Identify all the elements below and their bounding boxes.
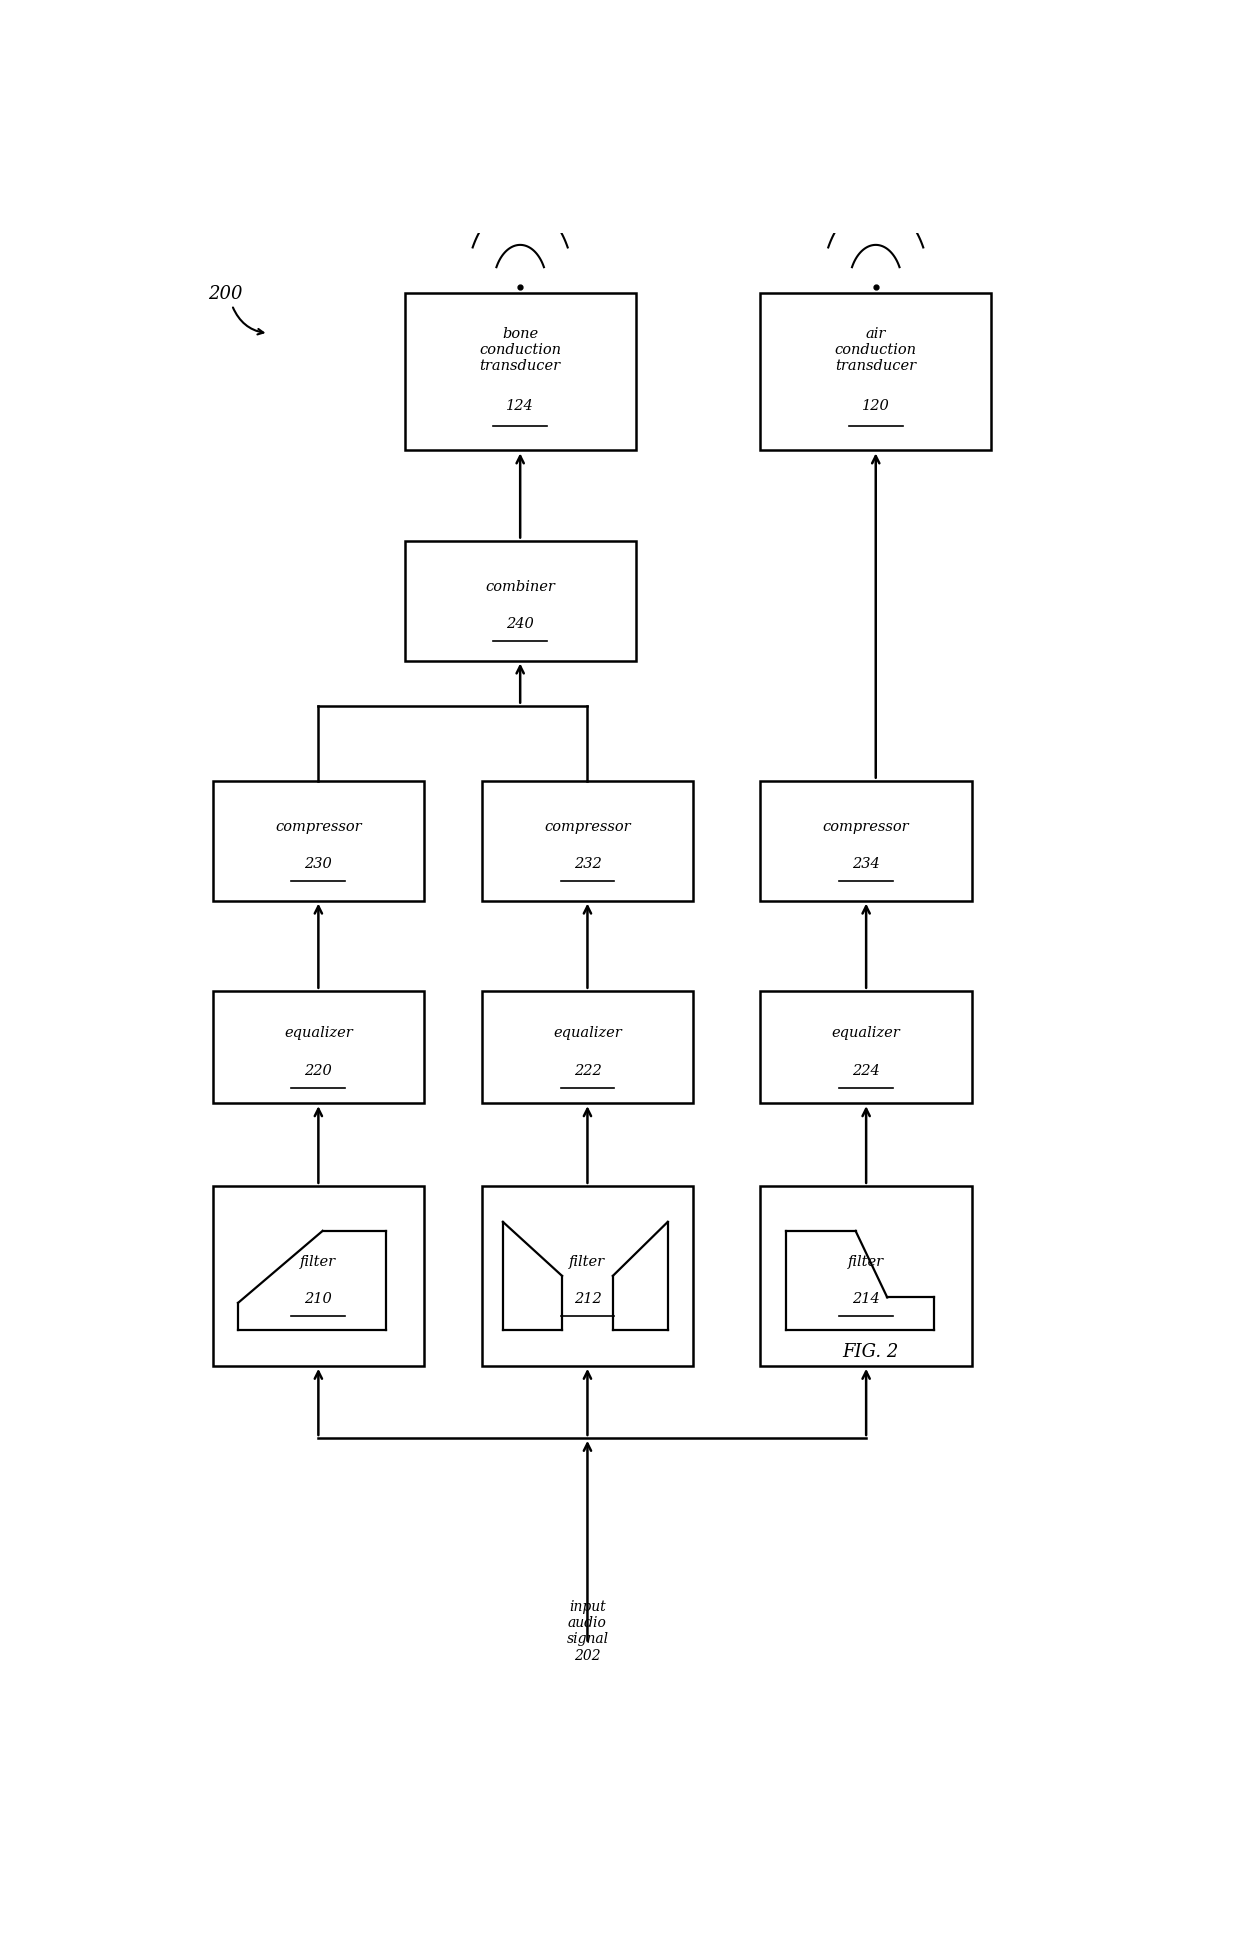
Text: 240: 240 <box>506 618 534 631</box>
Text: 210: 210 <box>305 1292 332 1305</box>
Text: 220: 220 <box>305 1064 332 1077</box>
Bar <box>213 992 424 1105</box>
Bar <box>481 781 693 902</box>
Text: equalizer: equalizer <box>832 1025 900 1040</box>
Text: 222: 222 <box>574 1064 601 1077</box>
Bar <box>404 294 635 452</box>
Text: combiner: combiner <box>485 579 556 594</box>
Text: FIG. 2: FIG. 2 <box>842 1342 899 1360</box>
Bar <box>760 781 972 902</box>
Text: filter: filter <box>569 1255 605 1268</box>
Bar <box>481 1186 693 1366</box>
Text: input
audio
signal
202: input audio signal 202 <box>567 1599 609 1662</box>
Text: equalizer: equalizer <box>284 1025 352 1040</box>
Text: bone
conduction
transducer: bone conduction transducer <box>479 327 562 374</box>
Bar <box>760 1186 972 1366</box>
Bar <box>213 1186 424 1366</box>
Text: 212: 212 <box>574 1292 601 1305</box>
Text: 120: 120 <box>862 399 889 413</box>
Text: 200: 200 <box>208 284 242 302</box>
Bar <box>213 781 424 902</box>
Text: compressor: compressor <box>275 820 362 834</box>
Text: air
conduction
transducer: air conduction transducer <box>835 327 916 374</box>
Bar <box>760 294 991 452</box>
Text: 124: 124 <box>506 399 534 413</box>
Bar <box>404 542 635 660</box>
Text: 230: 230 <box>305 857 332 871</box>
Text: 224: 224 <box>852 1064 880 1077</box>
Bar <box>481 992 693 1105</box>
Text: 234: 234 <box>852 857 880 871</box>
Bar <box>760 992 972 1105</box>
Text: 214: 214 <box>852 1292 880 1305</box>
Text: equalizer: equalizer <box>553 1025 621 1040</box>
Text: 232: 232 <box>574 857 601 871</box>
Text: compressor: compressor <box>544 820 631 834</box>
Text: compressor: compressor <box>823 820 909 834</box>
Text: filter: filter <box>848 1255 884 1268</box>
Text: filter: filter <box>300 1255 336 1268</box>
